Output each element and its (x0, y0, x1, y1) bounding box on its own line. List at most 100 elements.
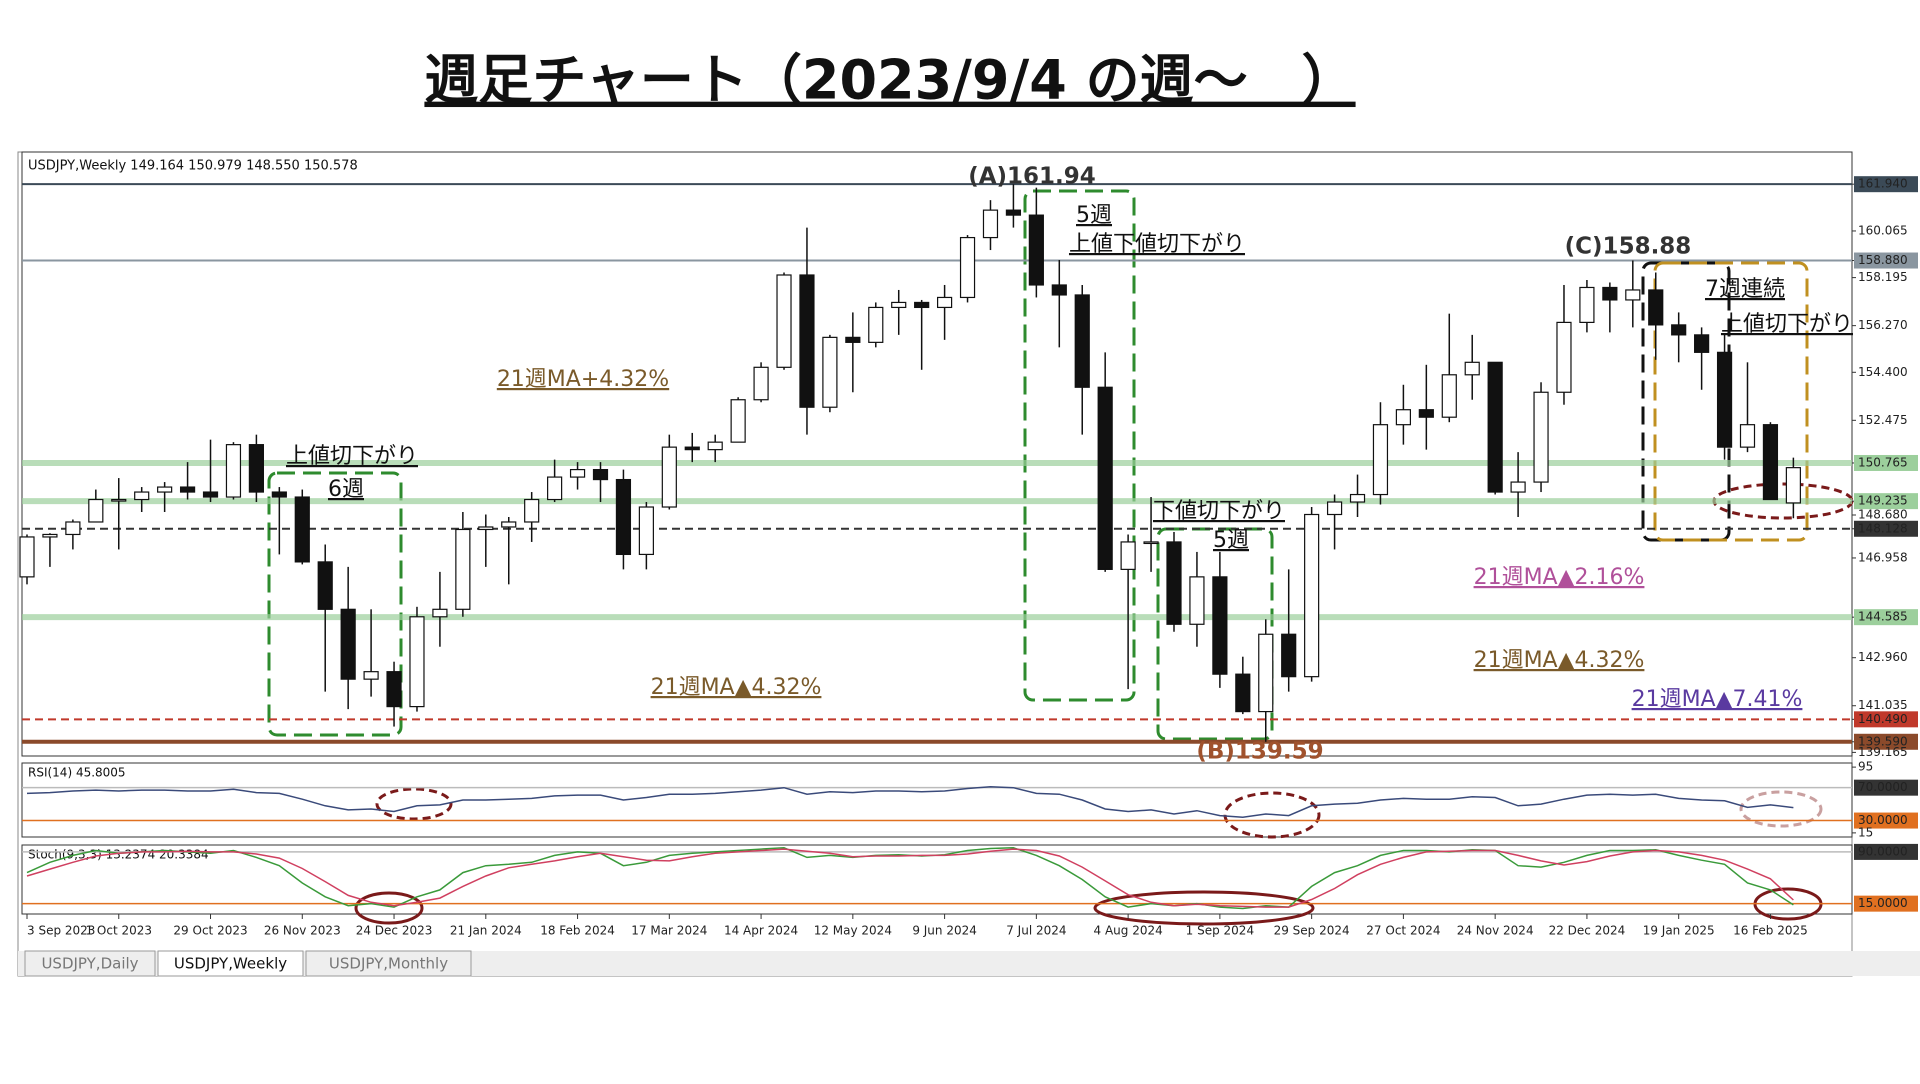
candle-body (1694, 334, 1710, 353)
candle-body (271, 491, 287, 498)
stoch-line (26, 848, 1794, 908)
y-tick-label: 141.035 (1858, 698, 1908, 712)
annotation: 上値切下がり (1721, 312, 1853, 337)
y-tick-label: 30.0000 (1858, 813, 1908, 827)
y-tick-label: 160.065 (1858, 223, 1908, 237)
y-tick-label: 15 (1858, 825, 1873, 839)
candle-body (1097, 386, 1113, 570)
candle-body (753, 366, 769, 401)
y-tick-label: 149.235 (1858, 494, 1908, 508)
candle-body (914, 301, 930, 309)
candle-body (1533, 391, 1549, 483)
tab[interactable] (305, 950, 472, 977)
y-tick-box (1854, 176, 1918, 193)
candle-body (1074, 294, 1090, 388)
candle-body (1143, 541, 1159, 545)
candle-body (730, 399, 746, 443)
y-tick-label: 158.880 (1858, 253, 1908, 267)
tab[interactable] (157, 950, 304, 977)
candle-body (157, 486, 173, 493)
y-tick-box (1854, 711, 1918, 728)
candle-body (1372, 424, 1389, 496)
y-tick-box (1854, 454, 1918, 471)
candle-body (547, 476, 563, 501)
annotation: 21週MA▲4.32% (651, 675, 822, 700)
rsi-label: RSI(14) 45.8005 (28, 766, 126, 780)
y-tick-label: 148.680 (1858, 507, 1908, 521)
candle-body (65, 521, 81, 536)
y-tick-label: 15.0000 (1858, 896, 1908, 910)
candle-body (1326, 501, 1343, 516)
candle-body (1189, 576, 1205, 625)
y-tick-label: 161.940 (1858, 177, 1908, 191)
candle-body (1418, 409, 1434, 418)
candle-body (42, 533, 58, 538)
candle-body (1625, 289, 1641, 301)
candle-body (638, 506, 654, 556)
candle-body (822, 336, 838, 408)
x-tick-label: 26 Nov 2023 (264, 924, 341, 938)
x-tick-label: 22 Dec 2024 (1549, 924, 1626, 938)
y-tick-label: 148.128 (1858, 521, 1908, 535)
tab-label[interactable]: USDJPY,Weekly (174, 955, 287, 973)
candle-body (1739, 424, 1756, 448)
tab[interactable] (24, 950, 156, 977)
y-tick-label: 139.590 (1858, 734, 1908, 748)
stoch-panel (21, 844, 1853, 915)
candle-body (1349, 493, 1366, 503)
candle-body (111, 498, 127, 502)
tab-label[interactable]: USDJPY,Daily (41, 955, 138, 973)
candle-body (684, 446, 700, 451)
candle-body (1235, 673, 1251, 713)
y-tick-box (1854, 812, 1918, 829)
candle-body (179, 486, 196, 493)
candle-body (1602, 286, 1618, 301)
y-tick-label: 95 (1858, 760, 1873, 774)
candle-body (340, 608, 356, 680)
annotation: (C)158.88 (1565, 234, 1692, 260)
annotation: 5週 (1076, 203, 1112, 228)
x-tick-label: 17 Mar 2024 (631, 924, 707, 938)
candle-body (1028, 214, 1044, 286)
x-tick-label: 27 Oct 2024 (1366, 924, 1440, 938)
x-tick-label: 16 Feb 2025 (1733, 924, 1808, 938)
x-tick-label: 18 Feb 2024 (540, 924, 615, 938)
annotation: 下値切下がり (1153, 499, 1285, 524)
x-tick-label: 24 Dec 2023 (356, 924, 433, 938)
ellipse (1093, 890, 1315, 926)
candle-body (799, 274, 815, 408)
candle-body (776, 274, 792, 368)
x-tick-label: 29 Oct 2023 (173, 924, 247, 938)
y-tick-label: 156.270 (1858, 318, 1908, 332)
y-tick-box (1854, 609, 1918, 626)
x-tick-label: 19 Jan 2025 (1643, 924, 1715, 938)
annotation: (A)161.94 (968, 164, 1096, 190)
candle-body (1556, 321, 1572, 393)
y-tick-label: 152.475 (1858, 413, 1908, 427)
candle-body (936, 296, 953, 309)
candle-body (1005, 209, 1022, 216)
ellipse (354, 891, 424, 925)
candle-body (1510, 481, 1526, 493)
tab-label[interactable]: USDJPY,Monthly (329, 955, 448, 973)
annotation: 7週連続 (1705, 277, 1785, 302)
y-tick-label: 150.765 (1858, 455, 1908, 469)
box (267, 471, 403, 737)
x-tick-label: 4 Aug 2024 (1094, 924, 1163, 938)
candle-body (248, 444, 264, 493)
y-tick-label: 144.585 (1858, 610, 1908, 624)
box (1156, 527, 1274, 741)
x-tick-label: 21 Jan 2024 (450, 924, 522, 938)
header-label: USDJPY,Weekly 149.164 150.979 148.550 15… (28, 159, 358, 174)
candle-body (1441, 374, 1457, 418)
x-tick-label: 29 Sep 2024 (1274, 924, 1350, 938)
y-tick-label: 146.958 (1858, 550, 1908, 564)
candle-body (982, 209, 999, 239)
annotation: 6週 (328, 477, 364, 502)
candle-body (1464, 361, 1480, 376)
candle-body (1051, 284, 1067, 296)
ellipse (375, 787, 453, 821)
stoch-label: Stoch(9,3,3) 13.2374 20.3384 (28, 848, 209, 862)
annotation: 21週MA▲2.16% (1474, 565, 1645, 590)
